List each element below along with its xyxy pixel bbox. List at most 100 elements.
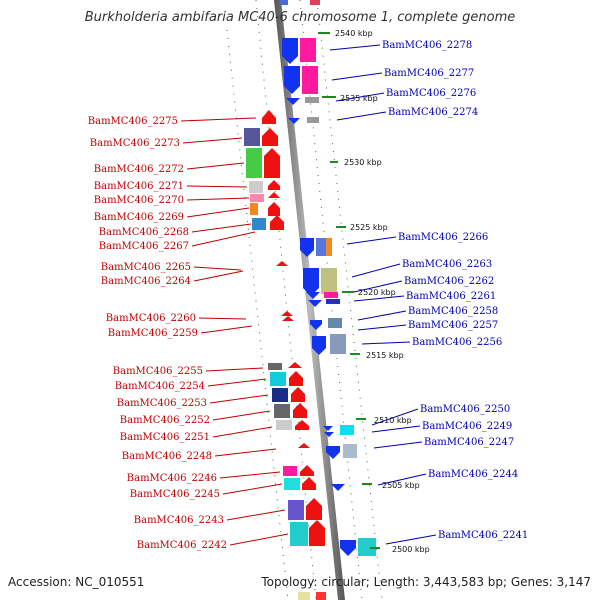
- gene-label[interactable]: BamMC406_2250: [420, 404, 510, 415]
- gene-arrow[interactable]: [308, 300, 322, 307]
- gene-arrow[interactable]: [302, 477, 316, 490]
- gene-label[interactable]: BamMC406_2270: [94, 195, 184, 206]
- gene-block[interactable]: [307, 117, 319, 123]
- gene-arrow[interactable]: [276, 261, 288, 266]
- gene-arrow[interactable]: [286, 98, 300, 105]
- gene-block[interactable]: [270, 372, 286, 386]
- gene-block[interactable]: [268, 363, 282, 370]
- gene-block[interactable]: [326, 238, 332, 256]
- gene-arrow[interactable]: [282, 38, 298, 64]
- gene-arrow[interactable]: [293, 403, 307, 418]
- gene-arrow[interactable]: [268, 180, 280, 190]
- gene-block[interactable]: [250, 194, 264, 202]
- gene-arrow[interactable]: [310, 320, 322, 330]
- gene-label[interactable]: BamMC406_2273: [90, 138, 180, 149]
- gene-label[interactable]: BamMC406_2256: [412, 337, 502, 348]
- gene-block[interactable]: [280, 0, 288, 5]
- gene-block[interactable]: [321, 268, 337, 294]
- gene-arrow[interactable]: [324, 432, 334, 437]
- gene-block[interactable]: [272, 388, 288, 402]
- gene-block[interactable]: [250, 203, 258, 215]
- gene-block[interactable]: [246, 148, 262, 178]
- gene-label[interactable]: BamMC406_2262: [404, 276, 494, 287]
- gene-label[interactable]: BamMC406_2269: [94, 212, 184, 223]
- gene-arrow[interactable]: [268, 202, 280, 216]
- gene-label[interactable]: BamMC406_2249: [422, 421, 512, 432]
- gene-arrow[interactable]: [326, 446, 340, 459]
- gene-label[interactable]: BamMC406_2243: [134, 515, 224, 526]
- gene-block[interactable]: [343, 444, 357, 458]
- gene-arrow[interactable]: [281, 311, 293, 316]
- gene-label[interactable]: BamMC406_2277: [384, 68, 474, 79]
- gene-block[interactable]: [244, 128, 260, 146]
- gene-block[interactable]: [358, 538, 376, 556]
- gene-label[interactable]: BamMC406_2266: [398, 232, 488, 243]
- gene-block[interactable]: [283, 466, 297, 476]
- gene-block[interactable]: [284, 478, 300, 490]
- gene-block[interactable]: [298, 592, 310, 600]
- gene-label[interactable]: BamMC406_2259: [108, 328, 198, 339]
- gene-arrow[interactable]: [264, 148, 280, 178]
- gene-label[interactable]: BamMC406_2258: [408, 306, 498, 317]
- gene-label[interactable]: BamMC406_2265: [101, 262, 191, 273]
- gene-block[interactable]: [290, 522, 308, 546]
- gene-block[interactable]: [340, 425, 354, 435]
- gene-block[interactable]: [288, 500, 304, 520]
- gene-arrow[interactable]: [282, 316, 294, 321]
- gene-block[interactable]: [274, 404, 290, 418]
- gene-label[interactable]: BamMC406_2253: [117, 398, 207, 409]
- gene-label[interactable]: BamMC406_2246: [127, 473, 217, 484]
- gene-block[interactable]: [316, 592, 326, 600]
- gene-label[interactable]: BamMC406_2267: [99, 241, 189, 252]
- gene-arrow[interactable]: [288, 362, 302, 368]
- gene-block[interactable]: [249, 181, 263, 193]
- gene-block[interactable]: [330, 334, 346, 354]
- gene-arrow[interactable]: [284, 66, 300, 94]
- gene-arrow[interactable]: [340, 540, 356, 556]
- gene-arrow[interactable]: [300, 465, 314, 476]
- gene-arrow[interactable]: [262, 110, 276, 124]
- gene-label[interactable]: BamMC406_2241: [438, 530, 528, 541]
- gene-label[interactable]: BamMC406_2257: [408, 320, 498, 331]
- gene-arrow[interactable]: [268, 192, 280, 198]
- gene-arrow[interactable]: [306, 292, 320, 299]
- gene-arrow[interactable]: [331, 484, 345, 491]
- gene-label[interactable]: BamMC406_2276: [386, 88, 476, 99]
- gene-block[interactable]: [328, 318, 342, 328]
- gene-label[interactable]: BamMC406_2248: [122, 451, 212, 462]
- gene-label[interactable]: BamMC406_2260: [106, 313, 196, 324]
- gene-label[interactable]: BamMC406_2272: [94, 164, 184, 175]
- gene-label[interactable]: BamMC406_2254: [115, 381, 205, 392]
- gene-label[interactable]: BamMC406_2271: [94, 181, 184, 192]
- gene-block[interactable]: [302, 66, 318, 94]
- gene-label[interactable]: BamMC406_2261: [406, 291, 496, 302]
- gene-label[interactable]: BamMC406_2252: [120, 415, 210, 426]
- gene-label[interactable]: BamMC406_2247: [424, 437, 514, 448]
- gene-label[interactable]: BamMC406_2275: [88, 116, 178, 127]
- gene-arrow[interactable]: [289, 371, 303, 386]
- gene-arrow[interactable]: [312, 336, 326, 355]
- gene-block[interactable]: [276, 420, 292, 430]
- gene-arrow[interactable]: [295, 420, 309, 430]
- gene-label[interactable]: BamMC406_2251: [120, 432, 210, 443]
- gene-arrow[interactable]: [323, 426, 333, 431]
- gene-block[interactable]: [326, 299, 340, 304]
- gene-label[interactable]: BamMC406_2255: [113, 366, 203, 377]
- gene-label[interactable]: BamMC406_2263: [402, 259, 492, 270]
- gene-label[interactable]: BamMC406_2264: [101, 276, 191, 287]
- gene-arrow[interactable]: [270, 215, 284, 230]
- gene-block[interactable]: [300, 38, 316, 62]
- gene-arrow[interactable]: [303, 268, 319, 296]
- gene-arrow[interactable]: [291, 387, 305, 402]
- gene-arrow[interactable]: [288, 118, 300, 124]
- gene-label[interactable]: BamMC406_2242: [137, 540, 227, 551]
- gene-arrow[interactable]: [298, 443, 310, 448]
- gene-arrow[interactable]: [300, 238, 314, 257]
- gene-label[interactable]: BamMC406_2274: [388, 107, 478, 118]
- gene-arrow[interactable]: [309, 520, 325, 546]
- gene-label[interactable]: BamMC406_2278: [382, 40, 472, 51]
- gene-arrow[interactable]: [262, 128, 278, 146]
- gene-label[interactable]: BamMC406_2268: [99, 227, 189, 238]
- gene-block[interactable]: [310, 0, 320, 5]
- gene-block[interactable]: [305, 97, 319, 103]
